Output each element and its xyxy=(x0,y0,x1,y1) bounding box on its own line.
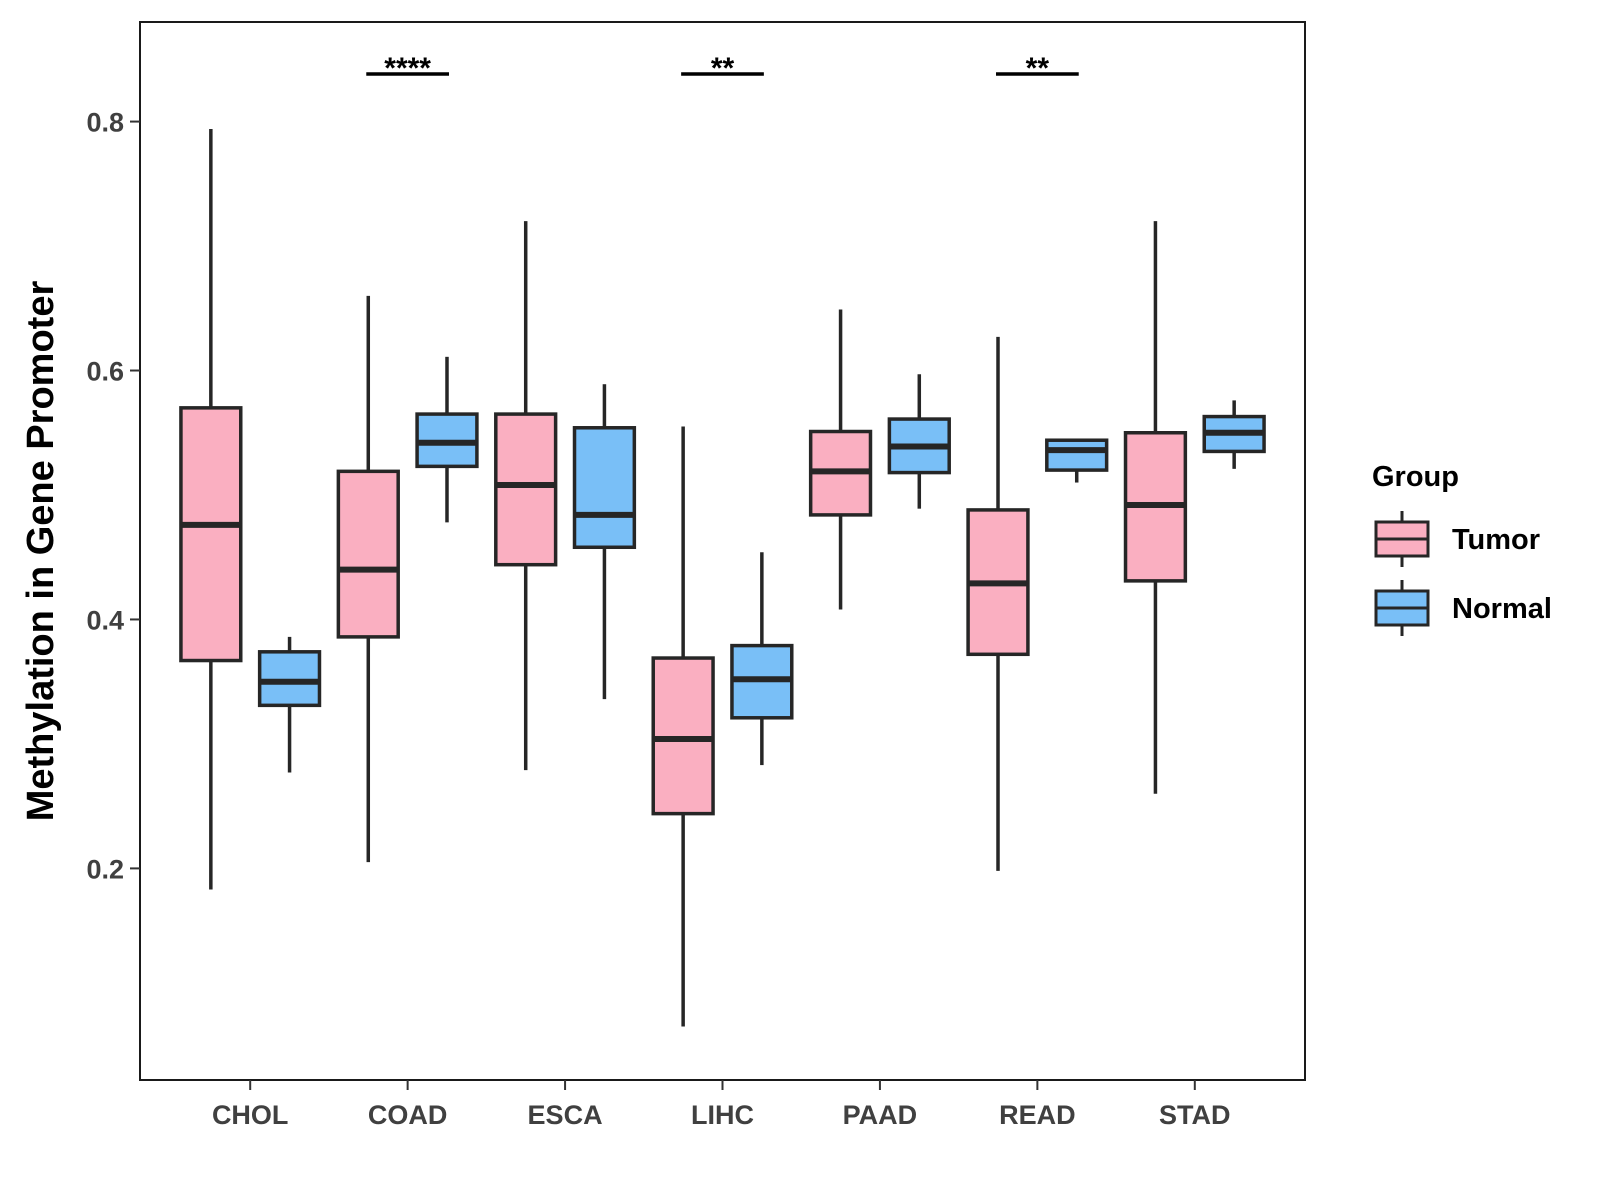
significance-annotations: **** ** ** xyxy=(366,52,1079,85)
box-normal-coad xyxy=(415,356,479,523)
box-series xyxy=(179,129,1266,1027)
legend-label: Tumor xyxy=(1452,524,1540,556)
box-tumor-coad xyxy=(336,295,400,863)
box-tumor-stad xyxy=(1123,221,1188,794)
y-tick-label: 0.6 xyxy=(86,357,124,387)
legend: Group Tumor Normal xyxy=(1372,461,1552,636)
x-tick-label: COAD xyxy=(368,1100,448,1130)
box-tumor-paad xyxy=(808,309,873,610)
legend-entry-tumor: Tumor xyxy=(1374,511,1540,567)
x-tick-label: STAD xyxy=(1159,1100,1231,1130)
box-iqr xyxy=(651,656,715,816)
x-axis: CHOL COAD ESCA LIHC PAAD READ STAD xyxy=(212,1080,1231,1130)
box-normal-chol xyxy=(257,636,322,773)
box-normal-paad xyxy=(887,374,951,509)
x-tick-label: ESCA xyxy=(528,1100,603,1130)
significance-label: **** xyxy=(384,52,431,85)
box-iqr xyxy=(179,406,243,663)
box-tumor-chol xyxy=(179,129,243,890)
significance-label: ** xyxy=(711,52,735,85)
x-tick-label: LIHC xyxy=(691,1100,754,1130)
y-axis: 0.2 0.4 0.6 0.8 xyxy=(86,108,140,884)
y-tick-label: 0.8 xyxy=(86,108,124,138)
x-tick-label: CHOL xyxy=(212,1100,289,1130)
legend-label: Normal xyxy=(1452,593,1552,625)
box-iqr xyxy=(494,412,558,567)
y-tick-label: 0.4 xyxy=(86,605,124,635)
box-iqr xyxy=(1045,438,1109,472)
box-iqr xyxy=(257,650,322,708)
y-tick-label: 0.2 xyxy=(86,854,124,884)
y-axis-title: Methylation in Gene Promoter xyxy=(20,281,62,822)
box-normal-lihc xyxy=(730,552,794,766)
box-tumor-read xyxy=(966,336,1030,871)
box-normal-stad xyxy=(1202,400,1266,469)
box-normal-read xyxy=(1045,438,1109,483)
legend-title: Group xyxy=(1372,461,1459,493)
significance-label: ** xyxy=(1026,52,1050,85)
box-normal-esca xyxy=(572,384,637,700)
plot-panel xyxy=(139,21,1306,1081)
legend-entry-normal: Normal xyxy=(1374,580,1552,636)
box-iqr xyxy=(336,469,400,639)
box-tumor-lihc xyxy=(651,426,715,1027)
x-tick-label: PAAD xyxy=(843,1100,918,1130)
box-iqr xyxy=(572,426,637,550)
box-tumor-esca xyxy=(494,221,558,771)
x-tick-label: READ xyxy=(999,1100,1076,1130)
